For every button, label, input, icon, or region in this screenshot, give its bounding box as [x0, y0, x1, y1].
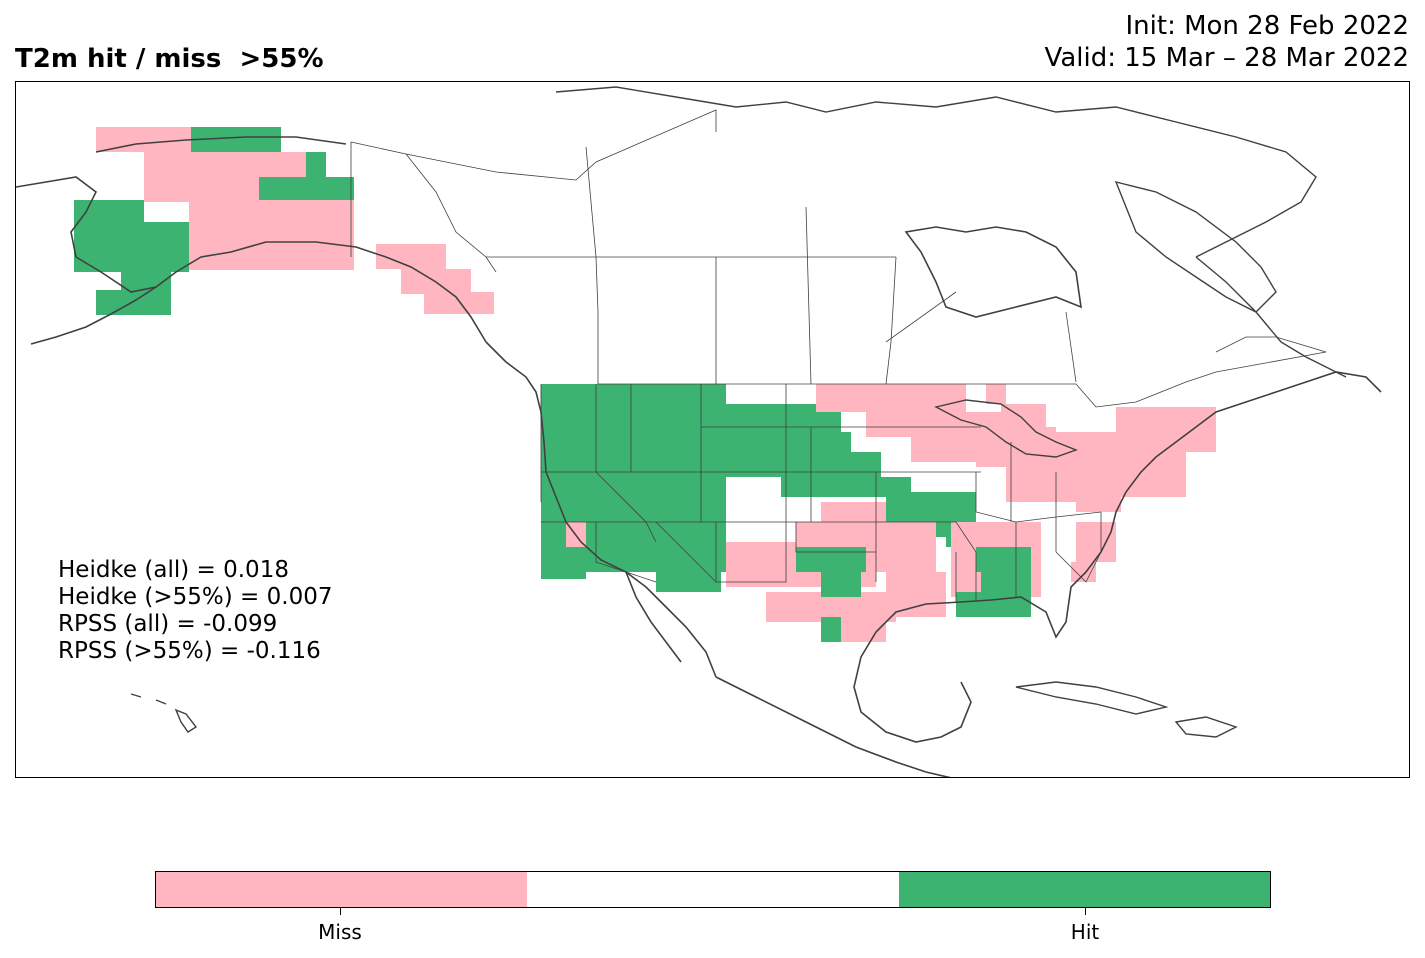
miss-cell-43: [841, 602, 886, 642]
map-canvas: [16, 86, 1382, 777]
forecast-dates: Init: Mon 28 Feb 2022 Valid: 15 Mar – 28…: [1045, 10, 1409, 74]
hit-cell-19: [656, 384, 726, 404]
miss-cell-35: [821, 502, 886, 522]
colorbar-label-hit: Hit: [1070, 920, 1100, 944]
hit-cell-40: [821, 572, 861, 597]
miss-cell-4: [144, 177, 259, 202]
atlantic-coast: [1100, 371, 1382, 553]
colorbar-label-miss: Miss: [318, 920, 362, 944]
us-gulf-coast: [875, 551, 1102, 639]
hit-cell-3: [306, 152, 326, 177]
hit-cell-12: [96, 290, 171, 315]
miss-cell-2: [144, 152, 324, 177]
hit-cell-39: [796, 547, 841, 572]
hit-cell-7: [74, 222, 189, 272]
map-panel: Heidke (all) = 0.018 Heidke (>55%) = 0.0…: [15, 81, 1410, 778]
miss-cell-58: [1076, 522, 1116, 562]
miss-cell-13: [376, 244, 446, 269]
miss-cell-8: [189, 200, 354, 270]
miss-cell-51: [976, 427, 1056, 467]
hit-cell-48: [1006, 547, 1031, 592]
hit-cell-6: [326, 177, 354, 202]
hit-cell-11: [121, 270, 171, 292]
miss-cell-0: [96, 127, 191, 152]
baja-coast: [625, 571, 682, 663]
hit-cell-41: [841, 547, 866, 572]
heidke-all: Heidke (all) = 0.018: [58, 557, 289, 583]
alaska-peninsula: [30, 286, 157, 345]
hawaii: [130, 693, 198, 733]
map-outlines: [16, 86, 1382, 777]
political-borders: [350, 109, 1327, 602]
colorbar: [155, 871, 1271, 908]
hit-cell-10: [121, 200, 144, 222]
colorbar-tick-miss: [340, 908, 341, 915]
skill-scores: Heidke (all) = 0.018 Heidke (>55%) = 0.0…: [58, 557, 332, 665]
arctic-islands: [555, 86, 1317, 258]
hit-cell-47: [956, 592, 1031, 617]
hispaniola: [1174, 716, 1238, 738]
hit-cell-22: [796, 432, 851, 452]
miss-cell-54: [1076, 472, 1121, 512]
hit-cell-26: [781, 452, 881, 497]
valid-period: Valid: 15 Mar – 28 Mar 2022: [1044, 43, 1409, 73]
hit-cell-24: [586, 547, 726, 572]
colorbar-miss-segment: [156, 872, 528, 907]
miss-cell-30: [816, 384, 966, 412]
mexico-pacific-coast: [715, 676, 951, 777]
hudson-bay: [904, 226, 1082, 318]
hit-miss-grid: [74, 127, 1216, 642]
baffin-island: [1114, 180, 1277, 313]
miss-cell-15: [424, 292, 494, 314]
miss-cell-36: [856, 522, 936, 572]
miss-cell-49: [986, 384, 1006, 404]
colorbar-neutral-segment: [527, 872, 899, 907]
map-title: T2m hit / miss >55%: [15, 44, 324, 74]
labrador-coast: [1195, 256, 1347, 378]
hit-cell-25: [656, 572, 721, 592]
rpss-55: RPSS (>55%) = -0.116: [58, 638, 321, 664]
colorbar-tick-hit: [1085, 908, 1086, 915]
miss-cell-56: [1166, 407, 1216, 452]
alaska-coast: [16, 176, 487, 343]
cuba: [1015, 681, 1169, 715]
great-lakes: [933, 399, 1078, 458]
gulf-coast: [853, 631, 972, 743]
heidke-55: Heidke (>55%) = 0.007: [58, 584, 333, 610]
colorbar-hit-segment: [898, 872, 1270, 907]
alaska-north-coast: [95, 136, 347, 153]
rpss-all: RPSS (all) = -0.099: [58, 611, 278, 637]
init-date: Init: Mon 28 Feb 2022: [1125, 11, 1410, 41]
